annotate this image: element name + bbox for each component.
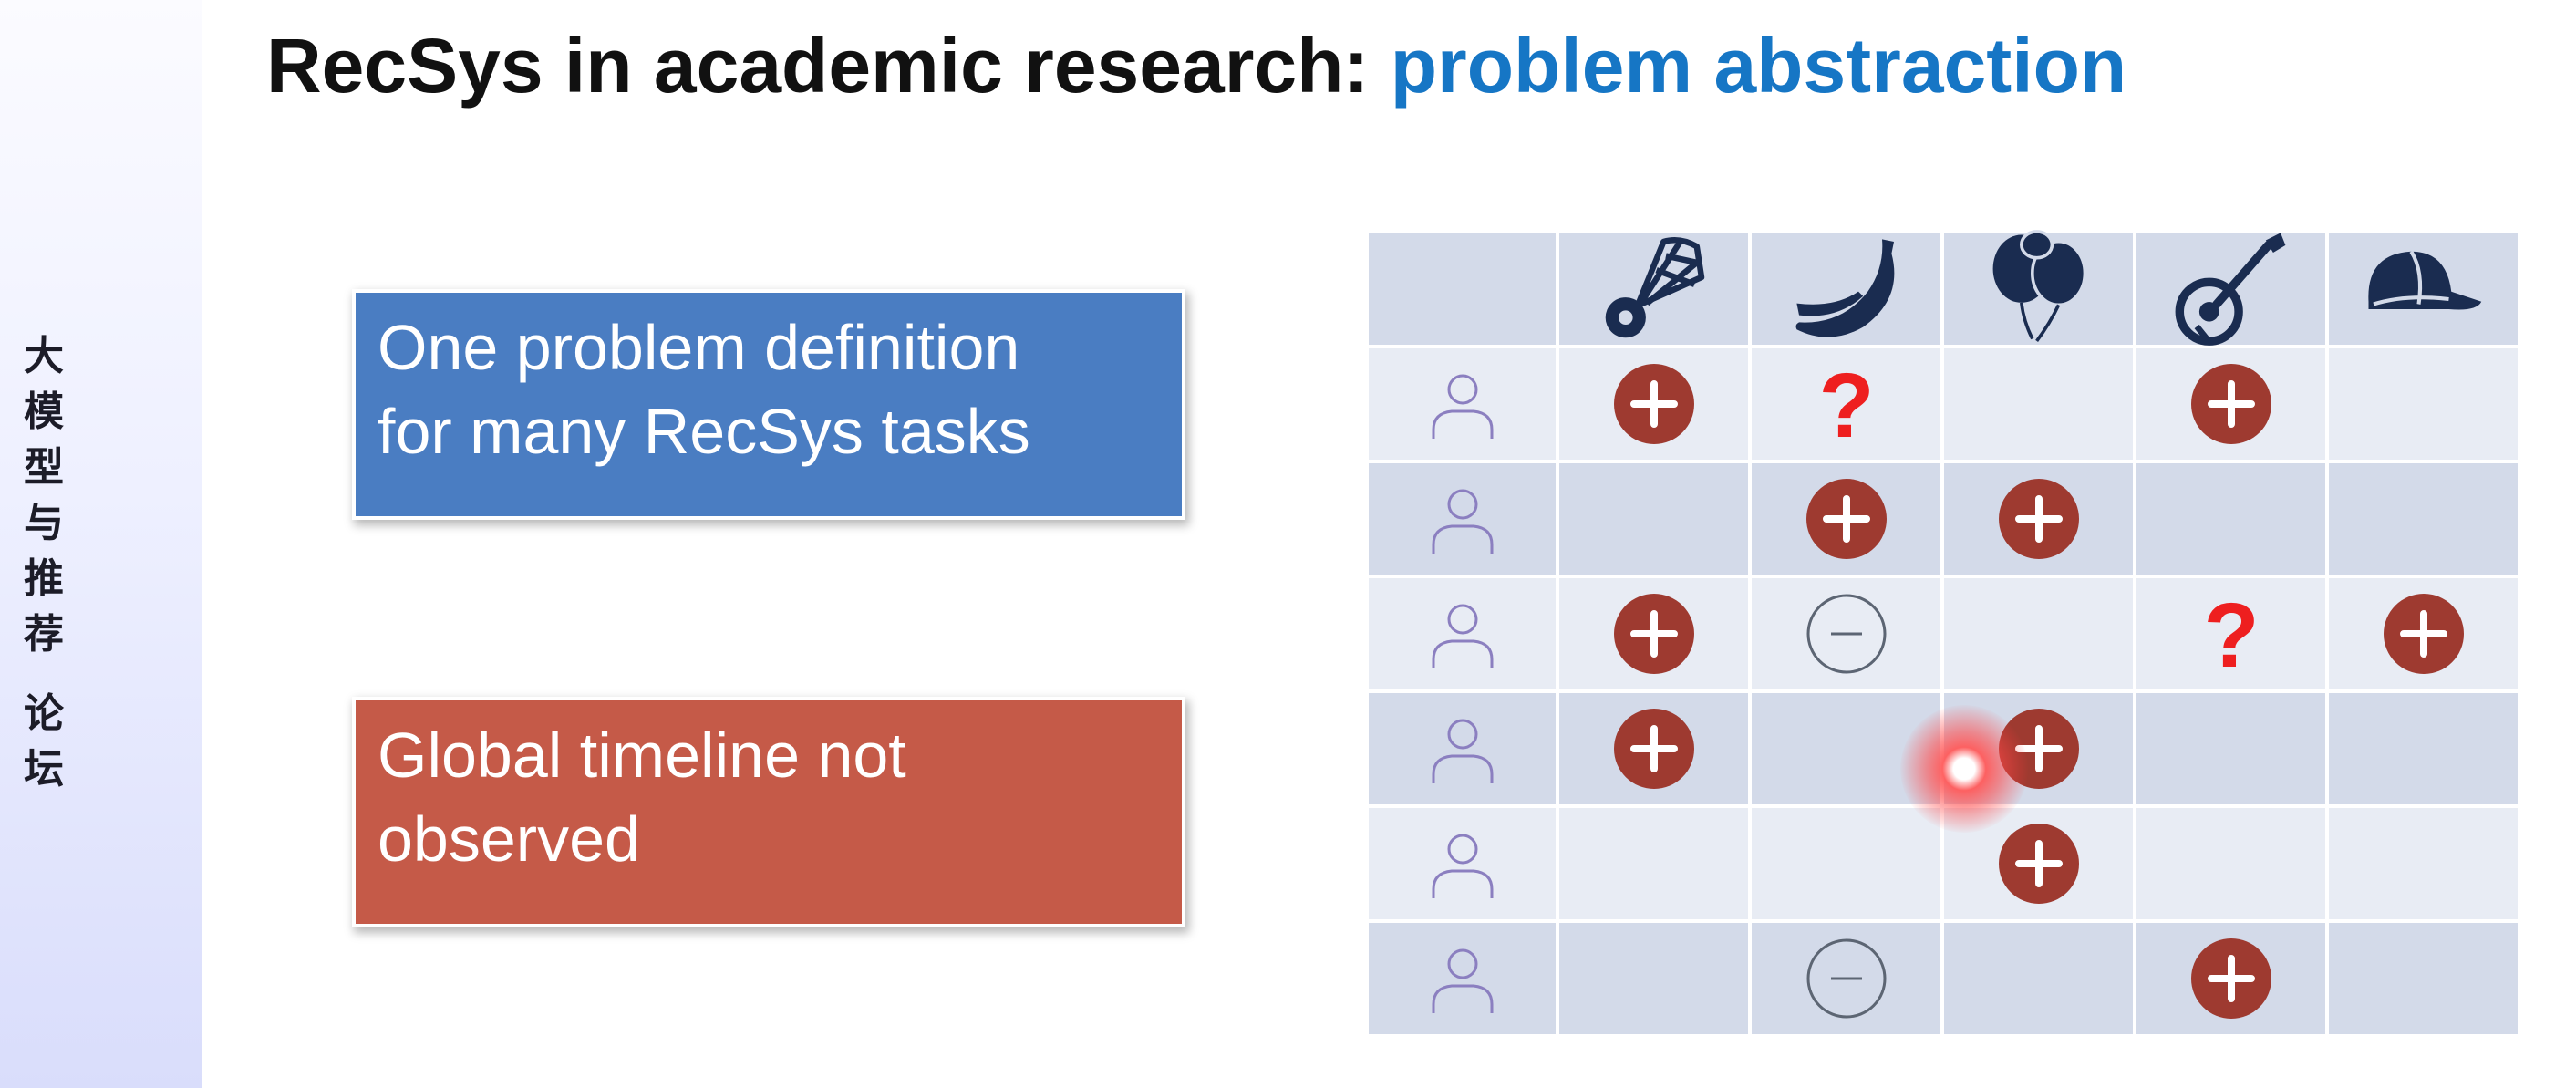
item-header-cell xyxy=(1559,233,1748,345)
sidebar-vertical-text: 大 模 型 与 推 荐 论 坛 xyxy=(0,328,88,797)
matrix-cell xyxy=(1944,463,2133,575)
matrix-cell: ? xyxy=(1752,348,1940,460)
sidebar-char: 荐 xyxy=(24,611,64,658)
sidebar-char: 与 xyxy=(24,500,64,546)
user-cell xyxy=(1369,463,1556,575)
plus-icon xyxy=(1611,591,1697,677)
matrix-cell xyxy=(1944,923,2133,1034)
callout-line: One problem definition xyxy=(378,312,1020,383)
callout-line: observed xyxy=(378,803,640,875)
matrix-cell xyxy=(1944,578,2133,689)
matrix-cell xyxy=(1559,348,1748,460)
matrix-cell xyxy=(2329,578,2518,689)
minus-icon xyxy=(1804,936,1889,1021)
matrix-cell xyxy=(2136,348,2325,460)
matrix-cell xyxy=(2136,463,2325,575)
shuttlecock-icon xyxy=(1595,230,1713,348)
matrix-cell xyxy=(1752,578,1940,689)
user-cell xyxy=(1369,348,1556,460)
sidebar-char: 大 xyxy=(24,333,64,379)
matrix-cell xyxy=(2329,693,2518,804)
item-header-cell xyxy=(2329,233,2518,345)
matrix-cell xyxy=(2136,923,2325,1034)
user-icon xyxy=(1424,710,1501,787)
plus-icon xyxy=(1996,476,2082,562)
sidebar-char: 论 xyxy=(24,690,64,737)
user-icon xyxy=(1424,825,1501,902)
matrix-cell xyxy=(2136,808,2325,919)
user-icon xyxy=(1424,481,1501,557)
matrix-cell xyxy=(1944,348,2133,460)
laser-pointer xyxy=(1900,705,2028,833)
matrix-cell xyxy=(1559,693,1748,804)
sidebar-char: 模 xyxy=(24,389,64,435)
user-cell xyxy=(1369,578,1556,689)
svg-text:?: ? xyxy=(1818,358,1874,450)
item-header-cell xyxy=(1944,229,2133,345)
cap-icon xyxy=(2360,239,2488,339)
matrix-cell: ? xyxy=(2136,578,2325,689)
sidebar-char: 型 xyxy=(24,444,64,491)
question-mark: ? xyxy=(2199,588,2263,679)
plus-icon xyxy=(1804,476,1889,562)
plus-icon xyxy=(1996,821,2082,907)
matrix-cell xyxy=(1559,923,1748,1034)
plus-icon xyxy=(2188,936,2274,1021)
sidebar-banner: 大 模 型 与 推 荐 论 坛 xyxy=(0,0,202,1088)
matrix-cell xyxy=(2136,693,2325,804)
matrix-cell xyxy=(2329,348,2518,460)
svg-text:?: ? xyxy=(2203,588,2259,679)
matrix-cell xyxy=(2329,923,2518,1034)
title-main: RecSys in academic research: xyxy=(266,23,1391,109)
banjo-icon xyxy=(2167,228,2295,351)
callout-problem-definition: One problem definition for many RecSys t… xyxy=(356,293,1182,516)
user-icon xyxy=(1424,366,1501,442)
matrix-cell xyxy=(1752,463,1940,575)
sidebar-char: 推 xyxy=(24,555,64,602)
matrix-cell xyxy=(1752,923,1940,1034)
user-item-matrix: ?? xyxy=(1369,229,2520,1034)
question-mark: ? xyxy=(1815,358,1878,450)
user-cell xyxy=(1369,693,1556,804)
plus-icon xyxy=(1611,361,1697,447)
item-header-cell xyxy=(1752,233,1940,345)
matrix-cell xyxy=(2329,808,2518,919)
matrix-cell xyxy=(1752,808,1940,919)
matrix-cell xyxy=(1559,578,1748,689)
plus-icon xyxy=(2381,591,2467,677)
item-header-cell xyxy=(2136,232,2325,346)
balloons-icon xyxy=(1984,228,2094,351)
header-corner-cell xyxy=(1369,233,1556,345)
matrix-cell xyxy=(2329,463,2518,575)
matrix-cell xyxy=(1559,463,1748,575)
user-icon xyxy=(1424,940,1501,1017)
sidebar-gap xyxy=(0,662,88,686)
plus-icon xyxy=(1611,706,1697,792)
minus-icon xyxy=(1804,591,1889,677)
user-cell xyxy=(1369,808,1556,919)
matrix-cell xyxy=(1559,808,1748,919)
plus-icon xyxy=(2188,361,2274,447)
callout-line: for many RecSys tasks xyxy=(378,396,1030,467)
callout-line: Global timeline not xyxy=(378,720,906,791)
sidebar-char: 坛 xyxy=(24,746,64,793)
user-icon xyxy=(1424,596,1501,672)
banana-icon xyxy=(1783,230,1910,348)
slide-title: RecSys in academic research: problem abs… xyxy=(266,20,2126,111)
callout-global-timeline: Global timeline not observed xyxy=(356,700,1182,924)
user-cell xyxy=(1369,923,1556,1034)
title-accent: problem abstraction xyxy=(1390,23,2127,109)
